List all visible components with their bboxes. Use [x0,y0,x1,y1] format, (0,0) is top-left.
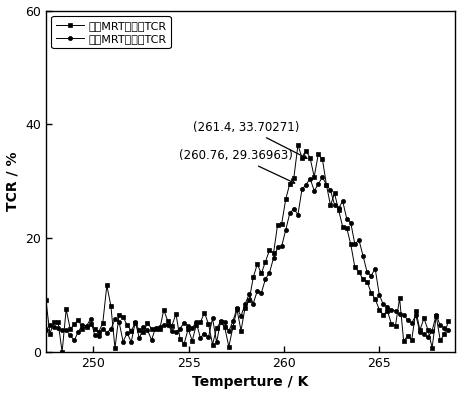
水平MRT曲线的TCR [319,175,325,179]
水平MRT曲线的TCR [433,313,439,318]
Text: (261.4, 33.70271): (261.4, 33.70271) [193,121,307,158]
水平MRT曲线的TCR [446,327,451,332]
Line: 水平MRT曲线的TCR: 水平MRT曲线的TCR [44,175,450,344]
水平MRT曲线的TCR [214,340,219,345]
垂直MRT曲线的TCR [287,181,293,186]
Text: (260.76, 29.36963): (260.76, 29.36963) [179,149,295,183]
水平MRT曲线的TCR [43,327,48,332]
垂直MRT曲线的TCR [421,316,427,321]
垂直MRT曲线的TCR [124,323,130,327]
垂直MRT曲线的TCR [446,319,451,324]
Legend: 垂直MRT曲线的TCR, 水平MRT曲线的TCR: 垂直MRT曲线的TCR, 水平MRT曲线的TCR [52,16,171,48]
垂直MRT曲线的TCR [254,262,260,267]
垂直MRT曲线的TCR [433,313,439,318]
垂直MRT曲线的TCR [295,143,301,147]
垂直MRT曲线的TCR [141,330,146,335]
水平MRT曲线的TCR [287,211,293,215]
垂直MRT曲线的TCR [59,350,65,354]
水平MRT曲线的TCR [254,289,260,293]
Y-axis label: TCR / %: TCR / % [6,152,19,211]
Line: 垂直MRT曲线的TCR: 垂直MRT曲线的TCR [44,143,450,354]
水平MRT曲线的TCR [421,332,427,337]
X-axis label: Temperture / K: Temperture / K [192,375,309,389]
垂直MRT曲线的TCR [43,297,48,302]
水平MRT曲线的TCR [136,336,142,341]
水平MRT曲线的TCR [120,339,126,344]
